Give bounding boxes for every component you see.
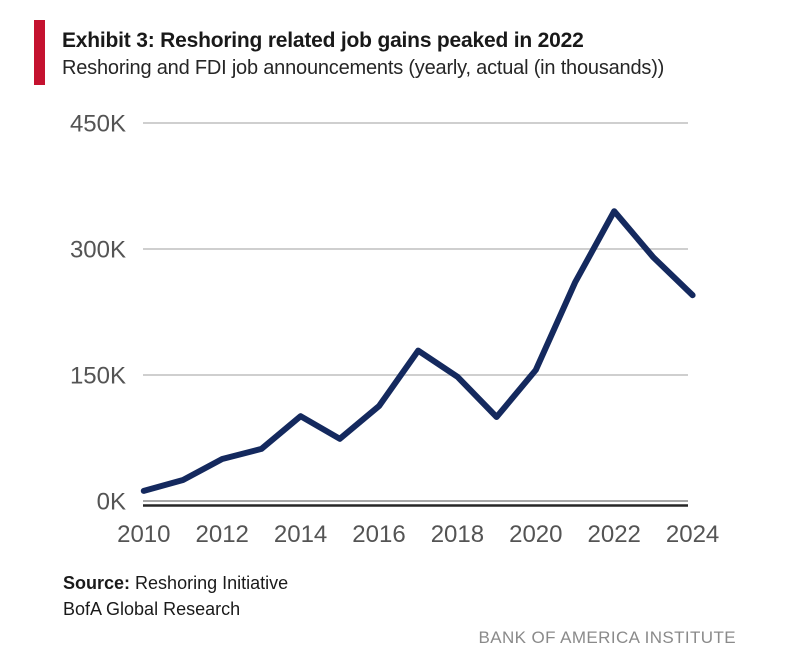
x-tick-label: 2012 <box>196 521 249 548</box>
source-value: Reshoring Initiative <box>135 573 289 593</box>
source-note: Source: Reshoring Initiative BofA Global… <box>63 570 483 622</box>
y-tick-label: 0K <box>97 489 126 516</box>
exhibit-header: Exhibit 3: Reshoring related job gains p… <box>62 27 774 81</box>
exhibit-subtitle: Reshoring and FDI job announcements (yea… <box>62 57 665 79</box>
x-tick-label: 2014 <box>274 521 327 548</box>
x-tick-label: 2024 <box>666 521 719 548</box>
institute-wordmark: BANK OF AMERICA INSTITUTE <box>478 628 736 647</box>
x-tick-label: 2010 <box>117 521 170 548</box>
x-tick-label: 2016 <box>352 521 405 548</box>
x-tick-label: 2018 <box>431 521 484 548</box>
source-line-1: Source: Reshoring Initiative <box>63 570 483 596</box>
x-tick-label: 2022 <box>588 521 641 548</box>
source-label: Source: <box>63 573 131 593</box>
line-chart: 0K 150K 300K 450K 2010 2012 2014 2016 2018 2020 20… <box>0 100 788 560</box>
exhibit-accent-bar <box>34 20 45 85</box>
y-tick-label: 450K <box>70 111 126 138</box>
exhibit-title: Exhibit 3: Reshoring related job gains p… <box>62 29 584 52</box>
y-tick-label: 150K <box>70 363 126 390</box>
trend-line <box>140 208 696 494</box>
source-line-2: BofA Global Research <box>63 599 241 619</box>
y-tick-label: 300K <box>70 237 126 264</box>
chart-canvas: 0K 150K 300K 450K 2010 2012 2014 2016 2018 2020 20… <box>70 111 719 549</box>
x-tick-label: 2020 <box>509 521 562 548</box>
